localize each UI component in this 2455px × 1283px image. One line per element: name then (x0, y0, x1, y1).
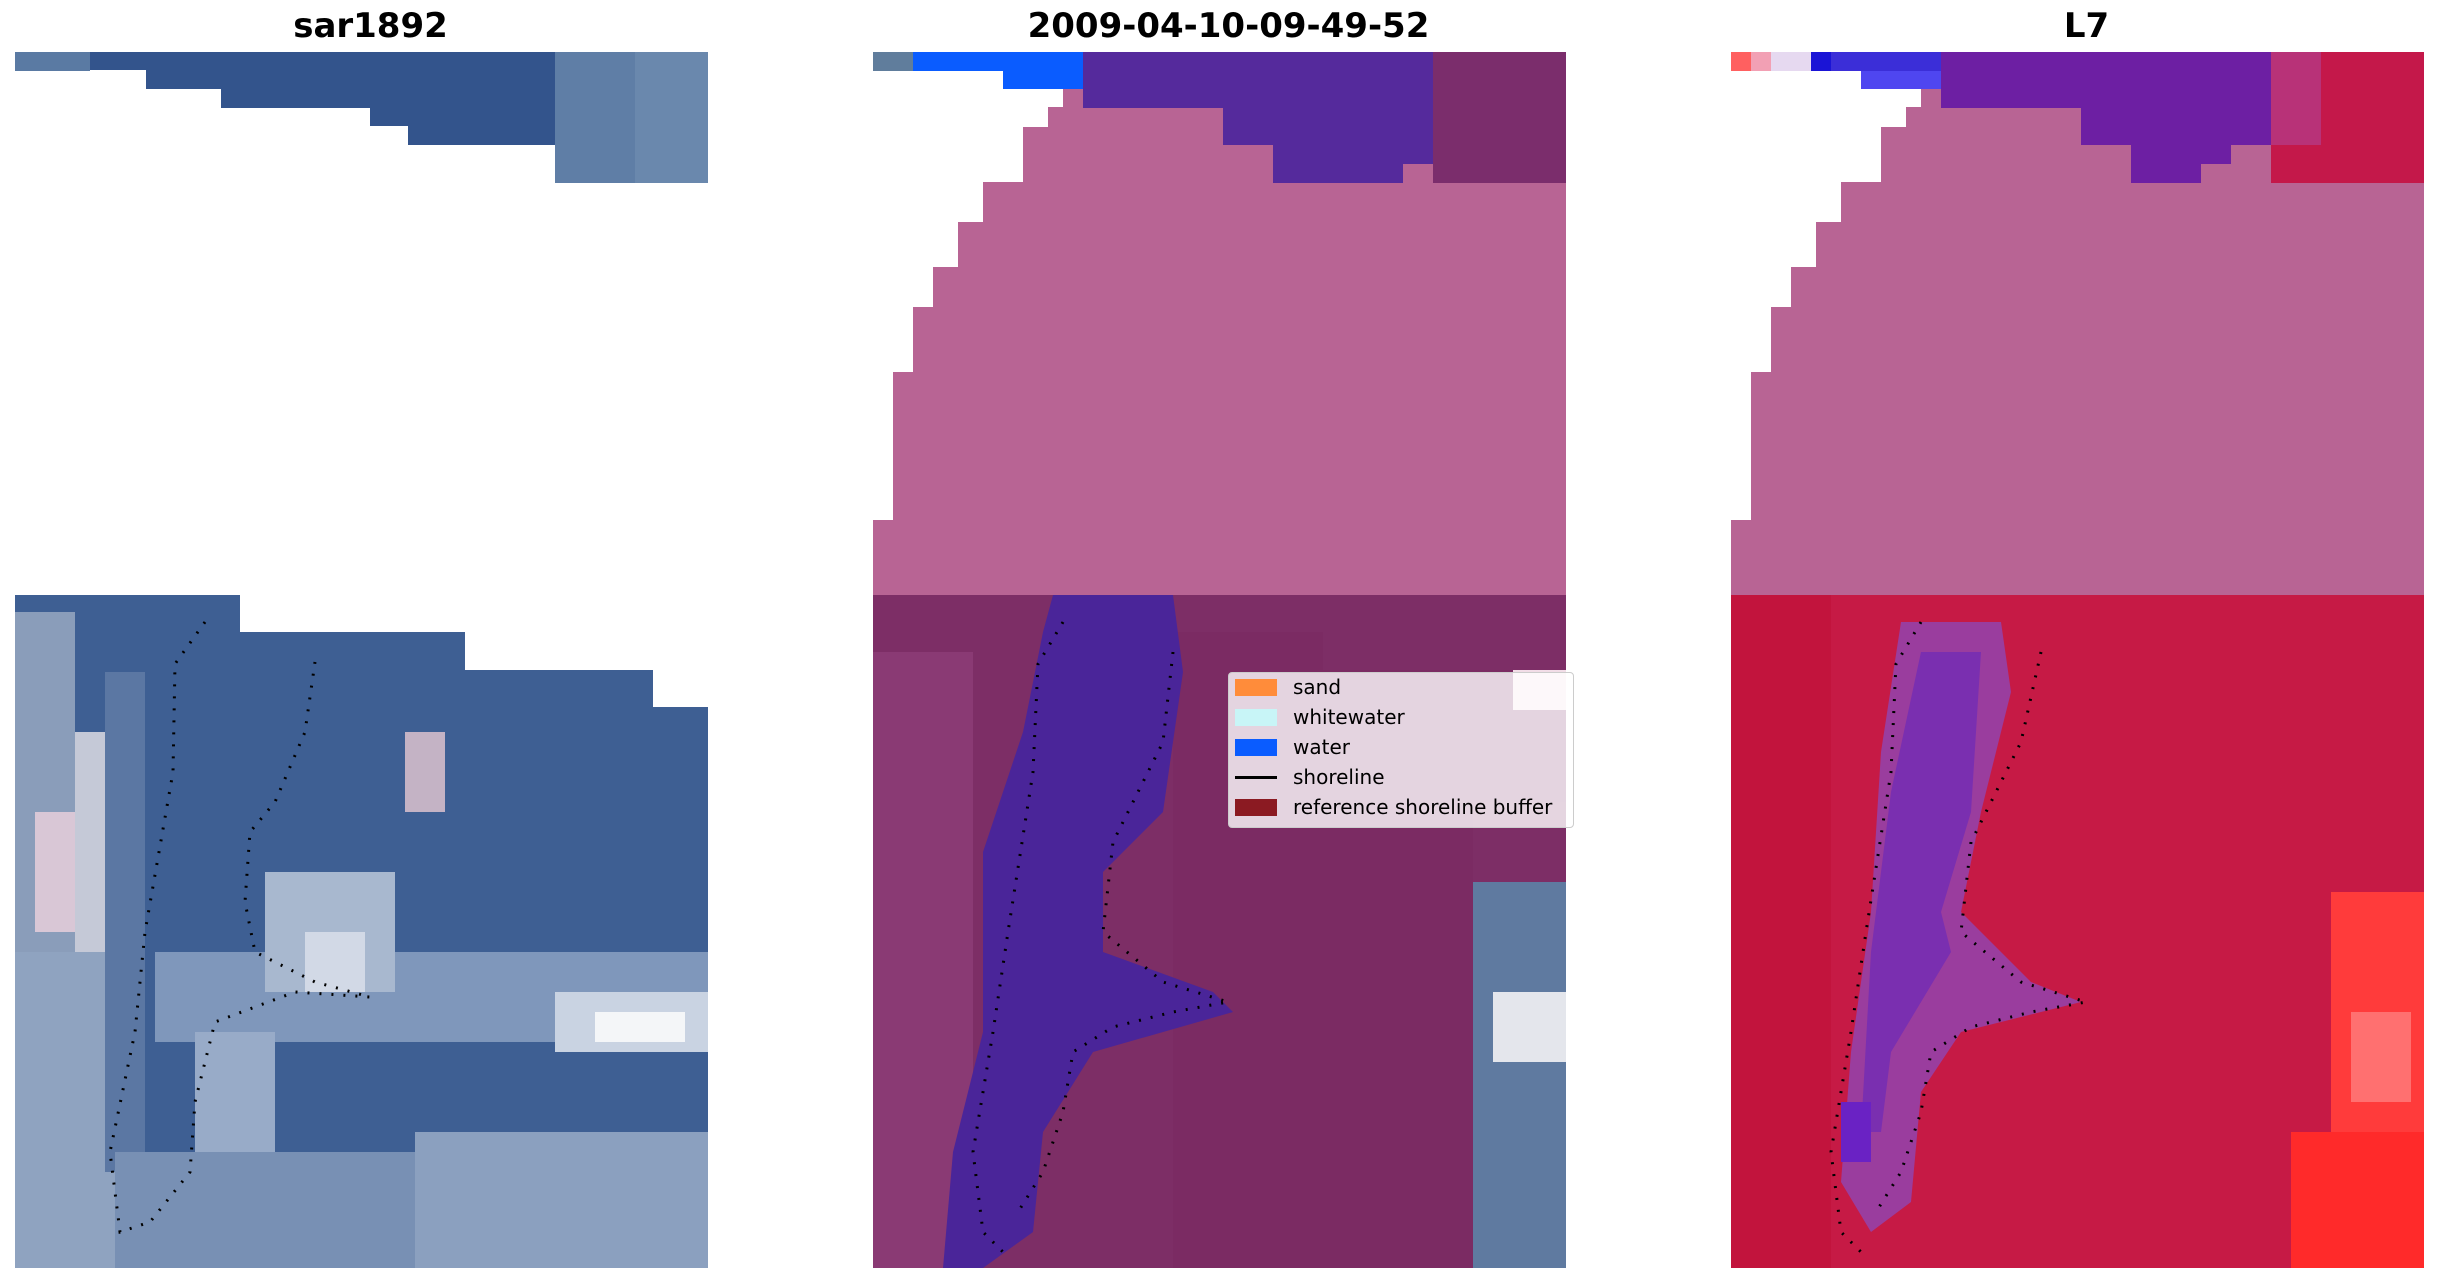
panel-title-right: L7 (2063, 6, 2110, 46)
classified-image (873, 52, 1566, 1268)
panel-title-left: sar1892 (293, 6, 448, 46)
legend-swatch-reference-buffer (1235, 799, 1277, 816)
legend-swatch-sand (1235, 679, 1277, 696)
legend-swatch-whitewater (1235, 709, 1277, 726)
legend-label-water: water (1293, 735, 1350, 759)
legend: sand whitewater water shoreline referenc… (1228, 672, 1574, 828)
legend-label-shoreline: shoreline (1293, 765, 1385, 789)
satellite-rgb-image (15, 52, 708, 1268)
index-map-image (1731, 52, 2424, 1268)
legend-line-shoreline (1235, 776, 1277, 779)
legend-label-reference-buffer: reference shoreline buffer (1293, 795, 1553, 819)
legend-label-sand: sand (1293, 675, 1342, 699)
legend-swatch-water (1235, 739, 1277, 756)
legend-label-whitewater: whitewater (1293, 705, 1405, 729)
panel-title-center: 2009-04-10-09-49-52 (1027, 6, 1430, 46)
